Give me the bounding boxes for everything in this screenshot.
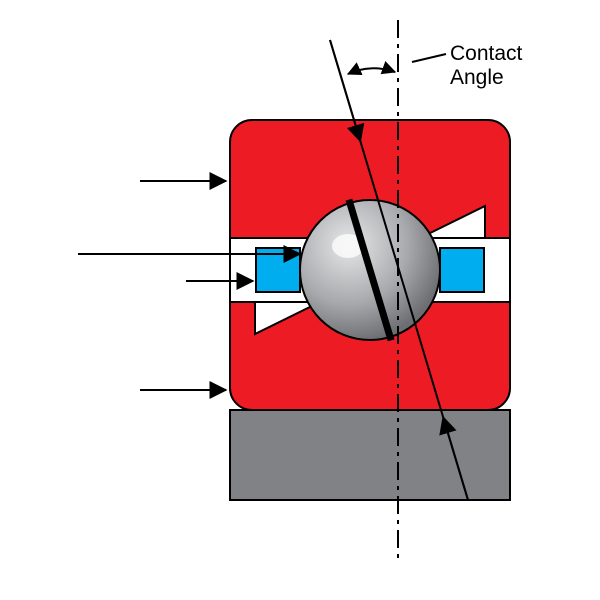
shaft	[230, 410, 510, 500]
bearing-diagram: Outer Race Ball Circular PocketSeparator…	[0, 0, 600, 600]
contact-angle-arc	[348, 68, 395, 74]
separator-right	[440, 248, 484, 292]
label-contact-1: Contact	[450, 42, 522, 66]
diagram-svg	[0, 0, 600, 600]
label-contact-2: Angle	[450, 66, 504, 90]
contact-angle-leader	[412, 54, 446, 62]
